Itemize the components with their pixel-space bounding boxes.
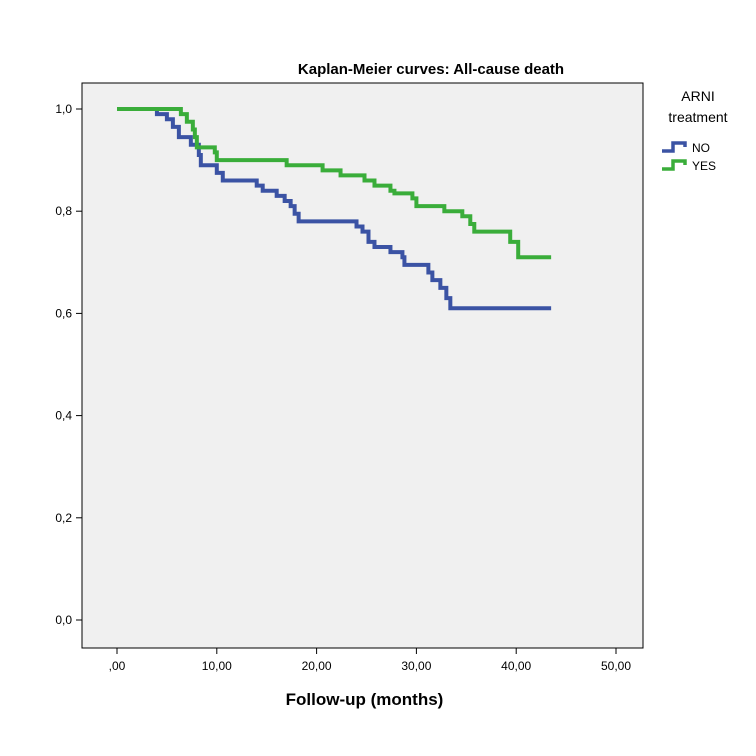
survival-curves bbox=[117, 107, 552, 311]
survival-curve-no bbox=[117, 107, 552, 311]
legend-label-no: NO bbox=[692, 141, 710, 155]
legend: ARNI treatment NO YES bbox=[662, 88, 728, 173]
legend-symbol-no bbox=[662, 141, 687, 153]
y-tick-label: 0,4 bbox=[55, 409, 72, 423]
x-tick-label: 50,00 bbox=[601, 659, 631, 673]
x-tick-label: 20,00 bbox=[302, 659, 332, 673]
legend-title-line2: treatment bbox=[668, 109, 727, 125]
x-tick-label: 30,00 bbox=[401, 659, 431, 673]
legend-title-line1: ARNI bbox=[681, 88, 714, 104]
y-tick-label: 0,0 bbox=[55, 613, 72, 627]
x-tick-label: 40,00 bbox=[501, 659, 531, 673]
legend-label-yes: YES bbox=[692, 159, 716, 173]
axis-ticks: ,00 10,00 20,00 30,00 40,00 50,00 0,0 0,2 0,4 0,6… bbox=[55, 102, 631, 673]
chart-title: Kaplan-Meier curves: All-cause death bbox=[298, 61, 564, 78]
x-axis-label: Follow-up (months) bbox=[286, 690, 444, 709]
y-tick-label: 1,0 bbox=[55, 102, 72, 116]
y-tick-label: 0,2 bbox=[55, 511, 72, 525]
survival-curve-yes bbox=[117, 107, 552, 260]
legend-symbol-yes bbox=[662, 159, 687, 171]
x-tick-label: ,00 bbox=[109, 659, 126, 673]
y-tick-label: 0,8 bbox=[55, 204, 72, 218]
plot-area bbox=[81, 82, 644, 649]
y-tick-label: 0,6 bbox=[55, 306, 72, 320]
x-tick-label: 10,00 bbox=[202, 659, 232, 673]
